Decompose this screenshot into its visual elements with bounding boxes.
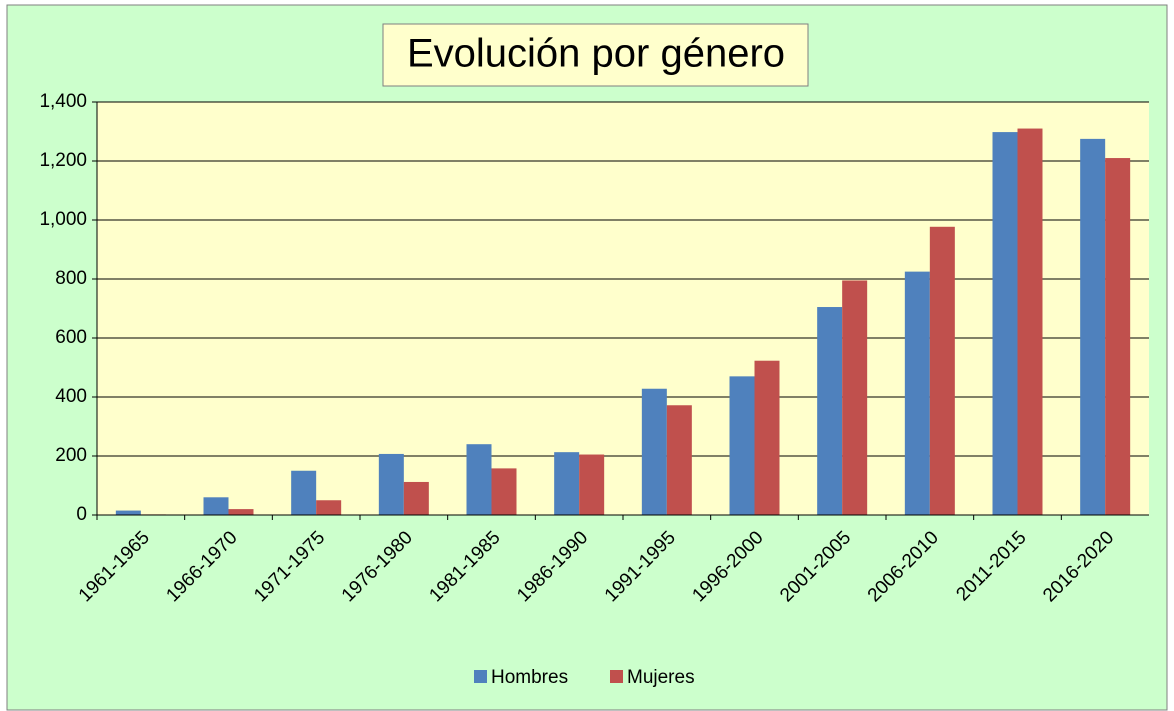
bar xyxy=(1080,138,1106,515)
bar xyxy=(842,280,868,515)
legend-label: Mujeres xyxy=(627,667,695,688)
bar xyxy=(992,132,1018,515)
bar xyxy=(554,452,580,515)
chart-title: Evolución por género xyxy=(407,32,785,76)
bar xyxy=(729,376,755,515)
bar xyxy=(579,454,605,515)
bar xyxy=(641,388,667,515)
bar xyxy=(228,509,254,515)
bar xyxy=(666,405,692,515)
y-tick-label: 600 xyxy=(55,327,87,348)
y-tick-label: 800 xyxy=(55,268,87,289)
y-tick-label: 1,000 xyxy=(39,209,87,230)
y-tick-label: 200 xyxy=(55,445,87,466)
y-tick-label: 1,200 xyxy=(39,150,87,171)
bar xyxy=(115,510,141,515)
bar xyxy=(291,470,317,515)
y-tick-label: 400 xyxy=(55,386,87,407)
bar xyxy=(403,481,429,515)
bar xyxy=(378,453,404,515)
legend-label: Hombres xyxy=(491,667,568,688)
bar xyxy=(1105,158,1131,516)
y-tick-label: 1,400 xyxy=(39,91,87,112)
title-box xyxy=(382,23,809,87)
bar xyxy=(491,468,517,515)
legend-swatch xyxy=(474,670,487,683)
bar xyxy=(929,226,955,515)
bar xyxy=(904,271,930,515)
legend-swatch xyxy=(610,670,623,683)
bar xyxy=(466,444,492,515)
bar xyxy=(754,360,780,515)
plot-area xyxy=(97,102,1149,515)
bar xyxy=(817,307,843,515)
bar xyxy=(203,497,229,515)
bar xyxy=(316,500,342,515)
bar xyxy=(1017,128,1043,516)
y-tick-label: 0 xyxy=(76,504,87,525)
